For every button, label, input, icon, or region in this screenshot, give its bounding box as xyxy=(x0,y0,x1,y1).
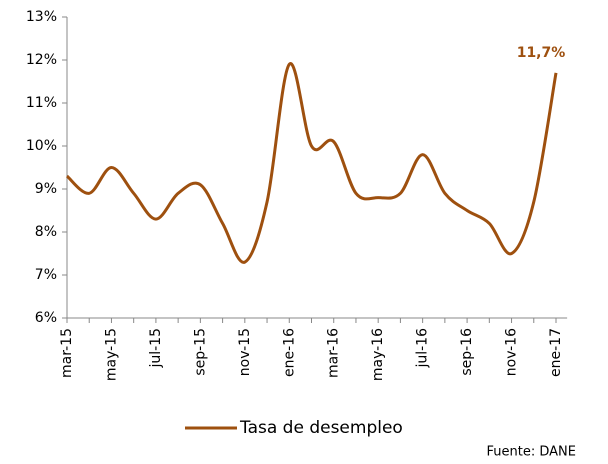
x-tick-label: nov-16 xyxy=(504,328,520,376)
x-tick-label: mar-15 xyxy=(59,328,75,378)
y-tick-label: 12% xyxy=(26,52,57,68)
x-tick-label: jul-15 xyxy=(148,328,164,369)
y-tick-label: 13% xyxy=(26,9,57,25)
y-tick-label: 8% xyxy=(35,224,57,240)
x-tick-label: ene-16 xyxy=(281,328,297,377)
x-tick-label: may-16 xyxy=(370,328,386,381)
y-tick-label: 9% xyxy=(35,181,57,197)
data-label: 11,7% xyxy=(517,45,566,61)
x-tick-label: nov-15 xyxy=(237,328,253,376)
x-tick-label: sep-16 xyxy=(459,328,475,376)
y-tick-label: 6% xyxy=(35,310,57,326)
x-tick-label: sep-15 xyxy=(192,328,208,376)
x-tick-label: jul-16 xyxy=(415,328,431,369)
x-tick-label: mar-16 xyxy=(326,328,342,378)
legend-label: Tasa de desempleo xyxy=(239,418,403,438)
y-tick-label: 10% xyxy=(26,138,57,154)
y-tick-label: 7% xyxy=(35,267,57,283)
y-tick-label: 11% xyxy=(26,95,57,111)
x-tick-label: may-15 xyxy=(103,328,119,381)
source: Fuente: DANE xyxy=(487,445,576,460)
x-tick-label: ene-17 xyxy=(548,328,564,377)
line xyxy=(65,62,558,264)
